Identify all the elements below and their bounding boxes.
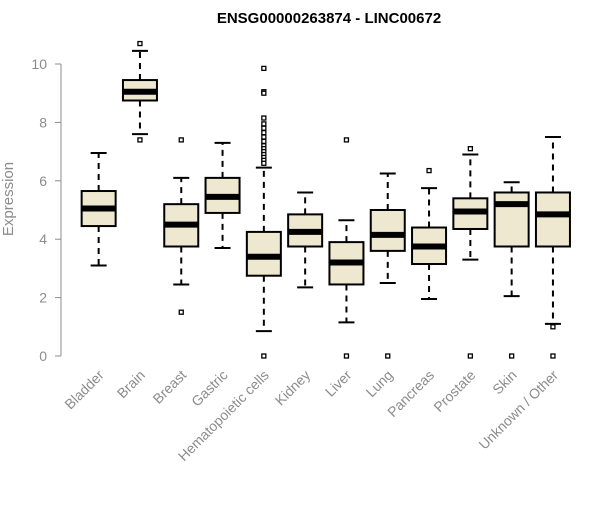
y-axis-label: Expression	[0, 162, 17, 236]
iqr-box	[493, 191, 530, 248]
category-label: Breast	[149, 367, 189, 407]
y-tick-label: 0	[39, 348, 47, 364]
category-label: Liver	[322, 367, 355, 400]
outlier-point	[508, 353, 515, 359]
box-breast	[163, 137, 200, 315]
y-tick-label: 4	[39, 231, 47, 247]
outlier-point	[178, 137, 184, 143]
box-prostate	[452, 146, 489, 359]
outlier-point	[343, 353, 350, 359]
box-liver	[328, 137, 365, 359]
outlier-point	[343, 137, 350, 143]
category-label: Prostate	[430, 367, 478, 415]
box-skin	[493, 181, 530, 359]
y-tick-label: 8	[39, 114, 47, 130]
outlier-point	[261, 129, 267, 136]
outlier-point	[426, 167, 432, 174]
category-label: Skin	[489, 367, 520, 398]
box-gastric	[204, 141, 241, 249]
outlier-point	[261, 65, 267, 72]
outlier-point	[467, 353, 474, 359]
outlier-point	[261, 125, 267, 131]
iqr-box	[369, 209, 406, 252]
y-axis: 0 2 4 6 8 10	[31, 56, 62, 364]
outlier-point	[137, 137, 143, 143]
outlier-point	[261, 90, 267, 96]
box-kidney	[287, 191, 324, 289]
y-tick-label: 2	[39, 290, 47, 306]
outlier-point	[385, 353, 391, 359]
category-label: Bladder	[61, 367, 107, 413]
box-bladder	[80, 152, 117, 267]
category-label: Kidney	[272, 367, 314, 409]
category-label: Lung	[363, 367, 396, 400]
outlier-point	[261, 160, 267, 166]
y-tick-label: 10	[31, 56, 47, 72]
iqr-box	[534, 191, 571, 248]
chart-title: ENSG00000263874 - LINC00672	[217, 10, 441, 27]
box-unknown-other	[534, 136, 571, 359]
y-tick-label: 6	[39, 173, 47, 189]
outlier-point	[467, 146, 474, 152]
outlier-point	[550, 353, 556, 359]
category-label: Brain	[114, 367, 148, 401]
box-brain	[121, 40, 158, 143]
box-pancreas	[411, 167, 448, 301]
box-hematopoietic-cells	[245, 65, 282, 359]
outlier-point	[261, 138, 267, 145]
box-lung	[369, 172, 406, 359]
boxes	[80, 40, 571, 359]
outlier-point	[550, 324, 556, 330]
outlier-point	[137, 40, 143, 47]
outlier-point	[261, 121, 267, 127]
outlier-point	[178, 309, 184, 315]
outlier-point	[261, 134, 267, 140]
outlier-point	[261, 115, 267, 121]
outlier-point	[261, 353, 267, 359]
